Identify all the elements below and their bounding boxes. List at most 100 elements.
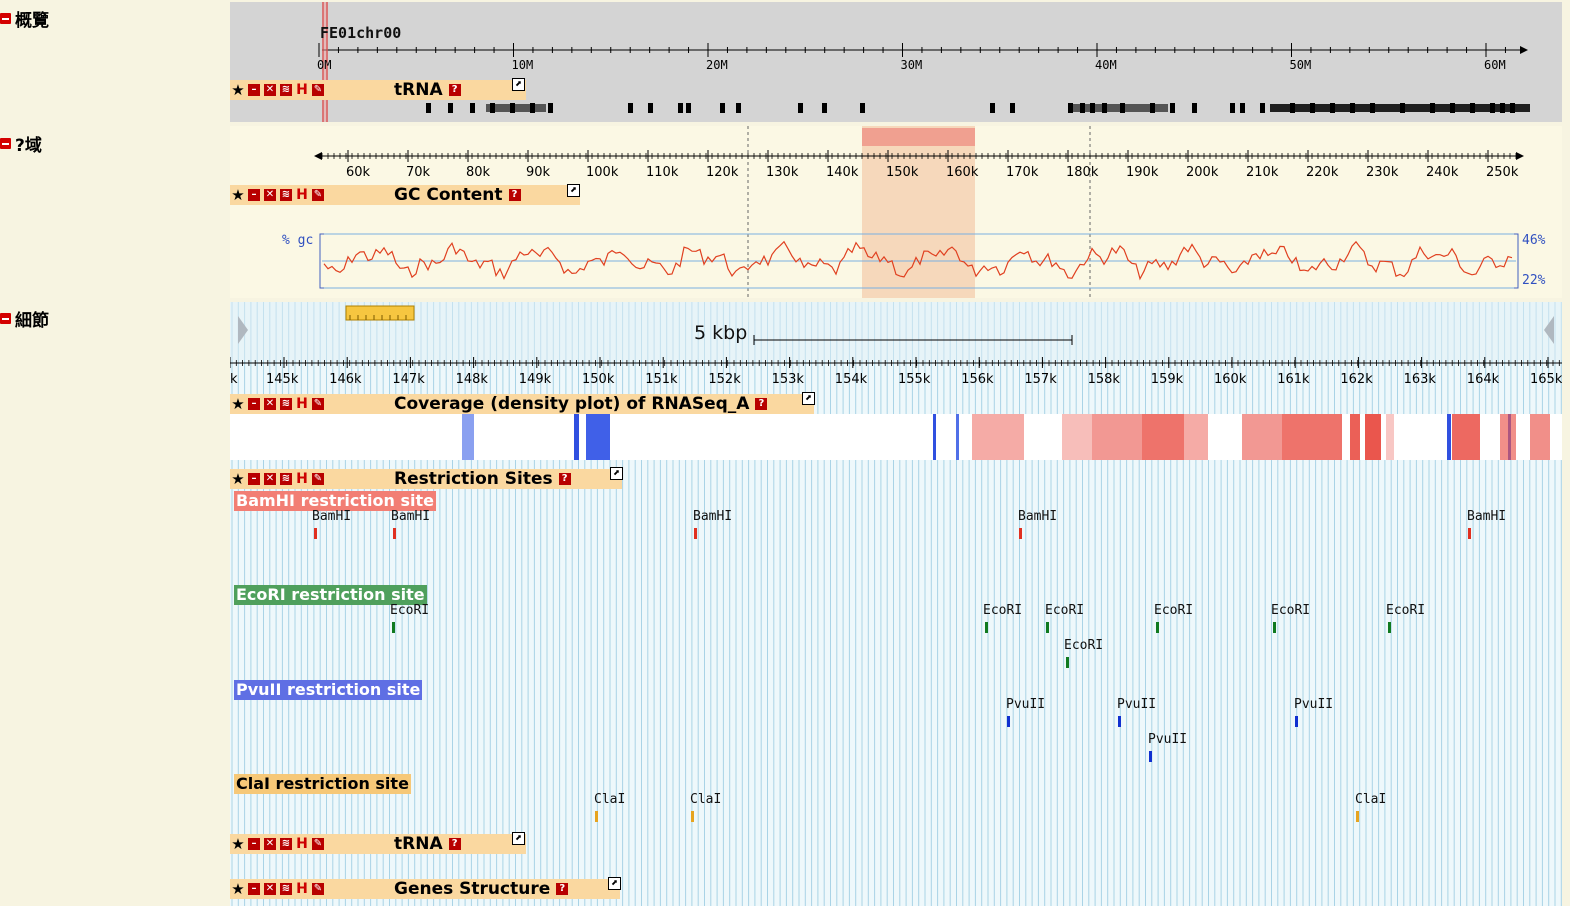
edit-icon[interactable]: ✎ [312,473,324,485]
pvuii-site-label[interactable]: PvuII [1294,697,1334,712]
pvuii-site-mark[interactable] [1149,751,1152,762]
help-icon[interactable]: ? [556,883,569,895]
minimize-icon[interactable]: – [248,189,260,201]
close-icon[interactable]: ✕ [264,398,276,410]
ecori-site-label[interactable]: EcoRI [983,603,1023,618]
favorite-icon[interactable]: ★ [231,835,245,853]
pvuii-site-label[interactable]: PvuII [1006,697,1046,712]
clai-site-label[interactable]: ClaI [1355,792,1387,807]
favorite-icon[interactable]: ★ [231,186,245,204]
pvuii-site-mark[interactable] [1118,716,1121,727]
bamhi-site-label[interactable]: BamHI [693,509,733,524]
ecori-site-mark[interactable] [985,622,988,633]
track-header-trna-overview[interactable]: ★ – ✕ ≋ H ✎ tRNA ? [230,80,526,100]
edit-icon[interactable]: ✎ [312,189,324,201]
clai-site-label[interactable]: ClaI [690,792,722,807]
edit-icon[interactable]: ✎ [312,883,324,895]
popout-icon[interactable]: ⬈ [567,184,580,197]
close-icon[interactable]: ✕ [264,84,276,96]
pvuii-site-label[interactable]: PvuII [1117,697,1157,712]
track-header-trna[interactable]: ★ – ✕ ≋ H ✎ tRNA ? [230,834,526,854]
overview-panel[interactable]: 0M 10M 20M 30M 40M 50M 60M FE01chr00 ★ – ✕ ≋ H… [230,2,1562,122]
track-header-coverage[interactable]: ★ – ✕ ≋ H ✎ Coverage (density plot) of R… [230,394,814,414]
bamhi-site-label[interactable]: BamHI [1018,509,1058,524]
track-header-gc-content[interactable]: ★ – ✕ ≋ H ✎ GC Content ? [230,185,580,205]
favorite-icon[interactable]: ★ [231,395,245,413]
pvuii-site-mark[interactable] [1007,716,1010,727]
close-icon[interactable]: ✕ [264,838,276,850]
ecori-site-mark[interactable] [392,622,395,633]
track-header-genes-structure[interactable]: ★ – ✕ ≋ H ✎ Genes Structure ? [230,879,620,899]
ecori-site-label[interactable]: EcoRI [1154,603,1194,618]
resize-icon[interactable]: H [296,187,308,203]
ecori-site-mark[interactable] [1046,622,1049,633]
help-icon[interactable]: ? [508,189,521,201]
bamhi-site-mark[interactable] [1019,528,1022,539]
collapse-icon[interactable] [0,13,11,24]
edit-icon[interactable]: ✎ [312,84,324,96]
ecori-site-mark[interactable] [1066,657,1069,668]
resize-icon[interactable]: H [296,82,308,98]
close-icon[interactable]: ✕ [264,883,276,895]
close-icon[interactable]: ✕ [264,189,276,201]
minimize-icon[interactable]: – [248,84,260,96]
ecori-site-label[interactable]: EcoRI [390,603,430,618]
help-icon[interactable]: ? [448,838,461,850]
popout-icon[interactable]: ⬈ [608,877,621,890]
section-details[interactable]: 細節 [0,306,49,331]
help-icon[interactable]: ? [755,398,768,410]
share-icon[interactable]: ≋ [280,838,292,850]
favorite-icon[interactable]: ★ [231,470,245,488]
popout-icon[interactable]: ⬈ [802,392,815,405]
ecori-site-label[interactable]: EcoRI [1064,638,1104,653]
minimize-icon[interactable]: – [248,838,260,850]
pvuii-site-mark[interactable] [1295,716,1298,727]
section-region[interactable]: ?域 [0,131,42,156]
collapse-icon[interactable] [0,313,11,324]
ecori-site-label[interactable]: EcoRI [1045,603,1085,618]
ecori-site-mark[interactable] [1156,622,1159,633]
edit-icon[interactable]: ✎ [312,838,324,850]
minimize-icon[interactable]: – [248,473,260,485]
section-overview[interactable]: 概覽 [0,6,49,31]
share-icon[interactable]: ≋ [280,84,292,96]
share-icon[interactable]: ≋ [280,398,292,410]
share-icon[interactable]: ≋ [280,883,292,895]
edit-icon[interactable]: ✎ [312,398,324,410]
bamhi-site-mark[interactable] [314,528,317,539]
popout-icon[interactable]: ⬈ [610,467,623,480]
resize-icon[interactable]: H [296,396,308,412]
clai-site-label[interactable]: ClaI [594,792,626,807]
bamhi-site-label[interactable]: BamHI [391,509,431,524]
clai-site-mark[interactable] [691,811,694,822]
ecori-site-mark[interactable] [1273,622,1276,633]
minimize-icon[interactable]: – [248,398,260,410]
ecori-site-mark[interactable] [1388,622,1391,633]
track-header-restriction-sites[interactable]: ★ – ✕ ≋ H ✎ Restriction Sites ? [230,469,622,489]
ecori-site-label[interactable]: EcoRI [1271,603,1311,618]
favorite-icon[interactable]: ★ [231,880,245,898]
collapse-icon[interactable] [0,138,11,149]
clai-site-mark[interactable] [1356,811,1359,822]
clai-site-mark[interactable] [595,811,598,822]
bamhi-site-mark[interactable] [694,528,697,539]
favorite-icon[interactable]: ★ [231,81,245,99]
bamhi-site-mark[interactable] [393,528,396,539]
help-icon[interactable]: ? [558,473,571,485]
bamhi-site-label[interactable]: BamHI [312,509,352,524]
popout-icon[interactable]: ⬈ [512,78,525,91]
details-panel[interactable]: k 145k 146k 147k 148k 149k 150k 151k 152k 153k 154… [230,302,1562,906]
share-icon[interactable]: ≋ [280,189,292,201]
help-icon[interactable]: ? [448,84,461,96]
resize-icon[interactable]: H [296,881,308,897]
bamhi-site-mark[interactable] [1468,528,1471,539]
bamhi-site-label[interactable]: BamHI [1467,509,1507,524]
resize-icon[interactable]: H [296,471,308,487]
ecori-site-label[interactable]: EcoRI [1386,603,1426,618]
pvuii-site-label[interactable]: PvuII [1148,732,1188,747]
minimize-icon[interactable]: – [248,883,260,895]
popout-icon[interactable]: ⬈ [512,832,525,845]
resize-icon[interactable]: H [296,836,308,852]
share-icon[interactable]: ≋ [280,473,292,485]
region-panel[interactable]: 60k 70k 80k 90k 100k 110k 120k 130k 140k 150k 160k… [230,126,1562,298]
